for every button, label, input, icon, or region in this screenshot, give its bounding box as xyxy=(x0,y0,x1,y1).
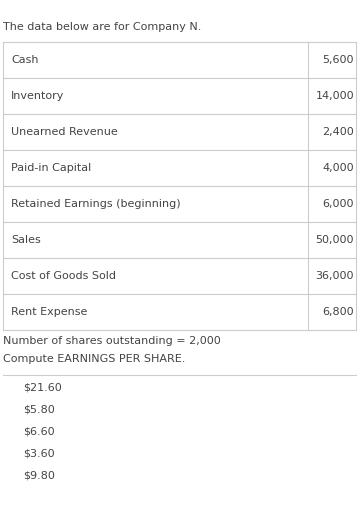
Text: $5.80: $5.80 xyxy=(23,405,55,415)
Text: Number of shares outstanding = 2,000: Number of shares outstanding = 2,000 xyxy=(3,336,221,346)
Text: $21.60: $21.60 xyxy=(23,383,62,393)
Text: Sales: Sales xyxy=(11,235,41,245)
Text: 36,000: 36,000 xyxy=(316,271,354,281)
Text: The data below are for Company N.: The data below are for Company N. xyxy=(3,22,201,32)
Text: Paid-in Capital: Paid-in Capital xyxy=(11,163,91,173)
Text: 14,000: 14,000 xyxy=(315,91,354,101)
Text: Rent Expense: Rent Expense xyxy=(11,307,87,317)
Text: 6,000: 6,000 xyxy=(322,199,354,209)
Text: $9.80: $9.80 xyxy=(23,471,55,481)
Text: Retained Earnings (beginning): Retained Earnings (beginning) xyxy=(11,199,181,209)
Text: Inventory: Inventory xyxy=(11,91,64,101)
Text: Compute EARNINGS PER SHARE.: Compute EARNINGS PER SHARE. xyxy=(3,354,185,364)
Text: $6.60: $6.60 xyxy=(23,427,55,437)
Text: Unearned Revenue: Unearned Revenue xyxy=(11,127,118,137)
Text: Cash: Cash xyxy=(11,55,38,65)
Text: 6,800: 6,800 xyxy=(322,307,354,317)
Text: $3.60: $3.60 xyxy=(23,449,55,459)
Text: Cost of Goods Sold: Cost of Goods Sold xyxy=(11,271,116,281)
Text: 50,000: 50,000 xyxy=(316,235,354,245)
Text: 2,400: 2,400 xyxy=(322,127,354,137)
Text: 5,600: 5,600 xyxy=(322,55,354,65)
Text: 4,000: 4,000 xyxy=(322,163,354,173)
